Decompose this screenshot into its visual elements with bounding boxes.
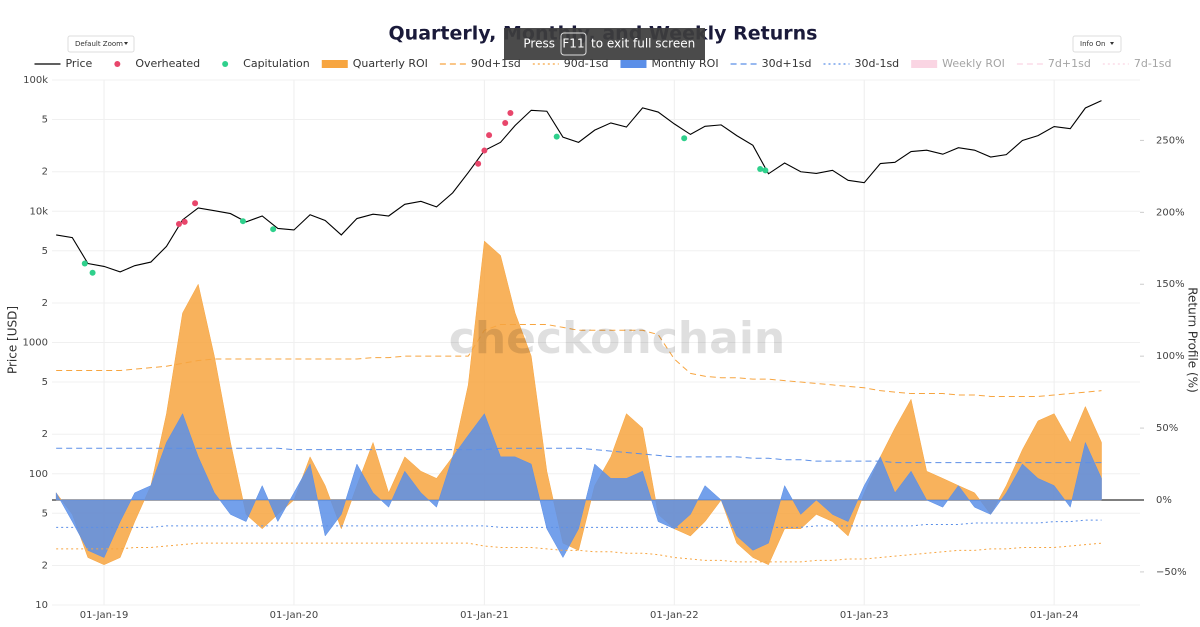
legend-label[interactable]: 7d+1sd (1048, 57, 1091, 70)
legend-swatch[interactable] (114, 61, 121, 67)
signal-marker (486, 132, 493, 139)
legend-swatch[interactable] (620, 60, 647, 68)
legend-item[interactable]: Price (34, 57, 93, 70)
legend-label[interactable]: Monthly ROI (651, 57, 718, 70)
y-tick-label: 5 (42, 115, 48, 126)
y-tick-label: 10k (29, 206, 48, 217)
signal-marker (192, 200, 199, 207)
legend-label[interactable]: 30d+1sd (762, 57, 812, 70)
legend-label[interactable]: 90d-1sd (564, 57, 609, 70)
info-menu-box[interactable] (1072, 35, 1122, 53)
fullscreen-notice: Press F11 to exit full screen (504, 28, 705, 60)
zoom-menu-label[interactable]: Default Zoom (75, 40, 123, 48)
legend-label[interactable]: 90d+1sd (471, 57, 521, 70)
y2-tick-label: −50% (1156, 567, 1187, 578)
price-line (56, 100, 1102, 273)
fullscreen-text: to exit full screen (591, 37, 695, 51)
legend-item[interactable]: 30d-1sd (823, 57, 899, 70)
signal-marker (89, 269, 96, 276)
x-tick-label: 01-Jan-21 (460, 610, 509, 621)
zoom-menu-arrow[interactable] (124, 42, 128, 45)
legend-item[interactable]: 90d-1sd (532, 57, 609, 70)
signal-marker (681, 135, 688, 142)
x-tick-label: 01-Jan-22 (650, 610, 699, 621)
zoom-menu-box[interactable] (67, 35, 135, 53)
plot-area: 01-Jan-19 01-Jan-20 01-Jan-21 01-Jan-22 01-J… (23, 75, 1187, 621)
signal-marker (757, 165, 764, 172)
signal-marker (81, 260, 88, 267)
y-tick-label: 5 (42, 246, 48, 257)
legend-swatch[interactable] (222, 61, 229, 67)
y-tick-label: 1000 (23, 338, 48, 349)
y-tick-label: 100 (29, 469, 48, 480)
signal-marker (475, 160, 482, 167)
x-tick-label: 01-Jan-19 (80, 610, 129, 621)
legend-swatch[interactable] (321, 60, 348, 68)
legend-label[interactable]: 7d-1sd (1134, 57, 1172, 70)
roi-area (55, 413, 1102, 559)
roi-area (55, 240, 1102, 566)
legend-item[interactable]: Weekly ROI (911, 57, 1005, 70)
legend-item[interactable]: 7d+1sd (1016, 57, 1091, 70)
y-tick-label: 2 (42, 560, 48, 571)
signal-marker (270, 226, 277, 233)
legend-swatch[interactable] (911, 60, 938, 68)
signal-marker (502, 120, 509, 127)
y2-axis-title: Return Profile (%) (1186, 287, 1200, 393)
x-tick-label: 01-Jan-24 (1030, 610, 1079, 621)
legend-label[interactable]: Overheated (135, 57, 200, 70)
x-tick-label: 01-Jan-20 (270, 610, 319, 621)
legend-item[interactable]: 7d-1sd (1102, 57, 1172, 70)
y2-tick-label: 250% (1156, 135, 1185, 146)
fullscreen-key: F11 (562, 37, 584, 51)
signal-marker (239, 218, 246, 225)
watermark: checkonchain (449, 313, 785, 364)
signal-marker (553, 133, 560, 140)
y-tick-label: 2 (42, 167, 48, 178)
info-menu-arrow[interactable] (1110, 42, 1114, 45)
y-tick-label: 10 (35, 600, 48, 611)
signal-marker (481, 147, 488, 154)
legend-item[interactable]: Capitulation (222, 57, 310, 70)
fullscreen-box (504, 28, 705, 60)
y-tick-label: 100k (23, 75, 48, 86)
y2-tick-label: 50% (1156, 423, 1178, 434)
legend-item[interactable]: Overheated (114, 57, 200, 70)
y-tick-label: 2 (42, 298, 48, 309)
band-line (56, 324, 1102, 397)
band-line (56, 447, 1102, 464)
zoom-menu[interactable]: Default Zoom (67, 35, 135, 53)
band-line (56, 519, 1102, 528)
legend-label[interactable]: Price (65, 57, 92, 70)
y2-tick-label: 0% (1156, 495, 1172, 506)
y2-tick-label: 200% (1156, 207, 1185, 218)
legend-item[interactable]: Monthly ROI (620, 57, 719, 70)
legend-item[interactable]: 30d+1sd (730, 57, 812, 70)
key-box (560, 32, 587, 56)
info-menu-label[interactable]: Info On (1080, 40, 1105, 48)
y2-tick-label: 150% (1156, 279, 1185, 290)
legend-label[interactable]: Weekly ROI (942, 57, 1005, 70)
y-tick-label: 5 (42, 508, 48, 519)
signal-marker (175, 220, 182, 227)
y-tick-label: 2 (42, 429, 48, 440)
signal-marker (762, 167, 769, 174)
info-menu[interactable]: Info On (1072, 35, 1122, 53)
y2-tick-label: 100% (1156, 351, 1185, 362)
x-tick-label: 01-Jan-23 (840, 610, 889, 621)
fullscreen-text: Press (523, 37, 555, 51)
legend-label[interactable]: 30d-1sd (854, 57, 899, 70)
signal-marker (181, 218, 188, 225)
legend-item[interactable]: Quarterly ROI (321, 57, 428, 70)
legend-item[interactable]: 90d+1sd (439, 57, 521, 70)
legend-label[interactable]: Capitulation (243, 57, 310, 70)
signal-marker (507, 110, 514, 117)
legend: Price Overheated Capitulation Quarterly ROI… (34, 57, 1172, 70)
y-tick-label: 5 (42, 377, 48, 388)
legend-label[interactable]: Quarterly ROI (353, 57, 428, 70)
y-axis-title: Price [USD] (6, 306, 20, 374)
